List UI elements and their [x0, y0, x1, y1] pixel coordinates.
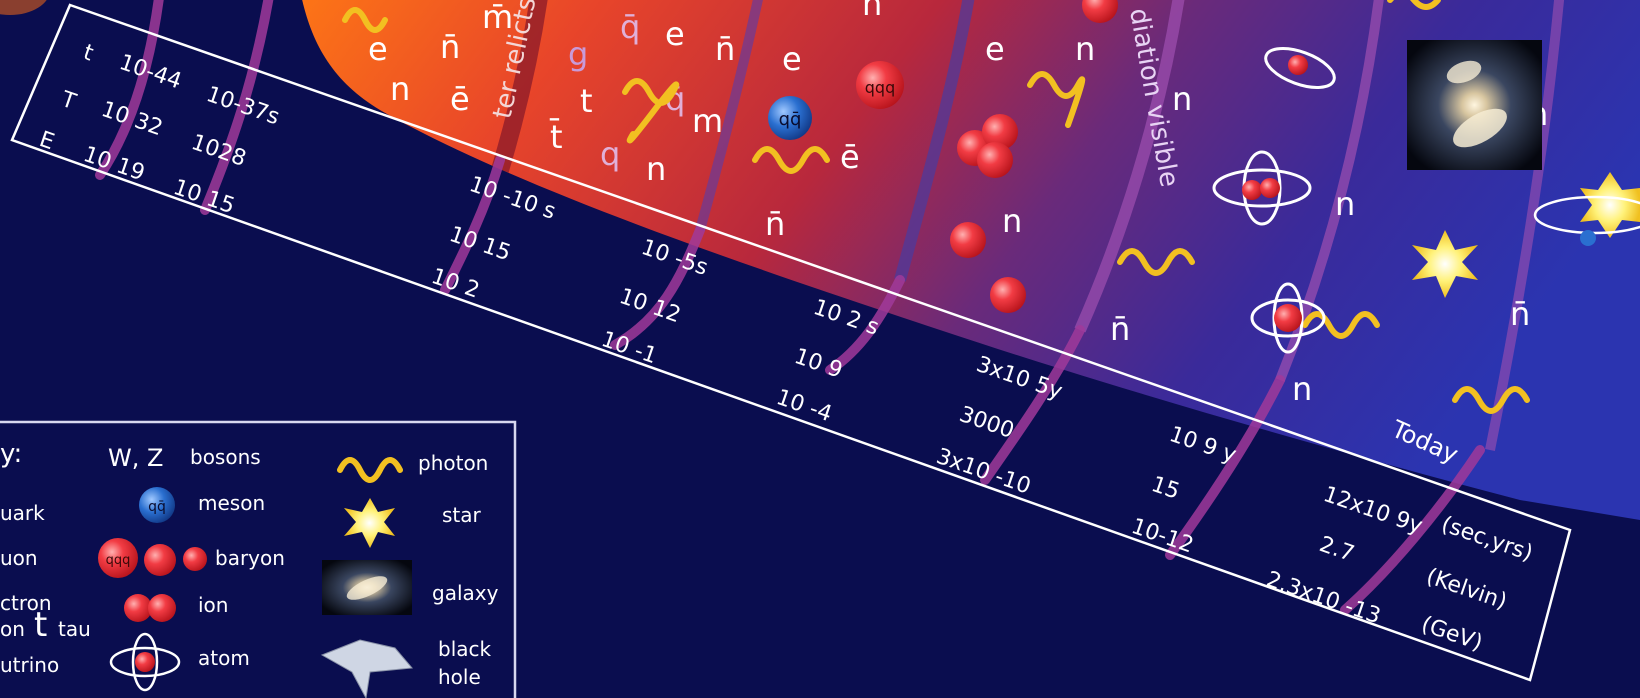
- particle-m: m: [692, 102, 723, 140]
- star-icon: [1412, 230, 1478, 298]
- particle-m-bar: m̄: [482, 0, 513, 36]
- atom-icon: [1264, 47, 1336, 89]
- meson-icon: [768, 96, 812, 140]
- legend-ion: ion: [198, 593, 228, 617]
- planet-icon: [1580, 230, 1596, 246]
- legend-muon: on: [0, 617, 25, 641]
- legend-box: [0, 420, 517, 698]
- baryon-icon: [856, 61, 904, 109]
- legend-baryon: baryon: [215, 546, 285, 570]
- particle-n-bar: n̄: [765, 205, 785, 243]
- star-icon: [1580, 172, 1640, 238]
- photon-icon: [622, 78, 680, 144]
- legend-bosons: bosons: [190, 445, 261, 469]
- photon-icon: [342, 7, 388, 33]
- epoch-band: [1074, 0, 1186, 333]
- atom-icon: [1250, 282, 1326, 354]
- particle-n: n: [390, 70, 410, 108]
- particle-n: n: [1292, 370, 1312, 408]
- particle-t: t: [580, 82, 593, 120]
- atom-icon: [1212, 150, 1312, 226]
- orbit-icon: [1533, 195, 1640, 235]
- particle-letters: e n̄ n ē m̄ g q̄ e n̄ e n t t̄ q q̄ m n …: [368, 0, 1548, 408]
- epoch-band: [1485, 0, 1565, 451]
- legend-black: black: [438, 637, 492, 661]
- photon-icon: [1117, 248, 1195, 276]
- proton-icon: [144, 544, 176, 576]
- particle-n: n: [1335, 185, 1355, 223]
- legend-baryon-glyph: qqq: [106, 553, 131, 568]
- particle-t-bar: t̄: [549, 117, 562, 156]
- legend-star: star: [442, 503, 482, 527]
- black-hole-icon: [320, 639, 414, 698]
- particle-e-bar: ē: [450, 80, 470, 118]
- photon-icon: [337, 457, 403, 483]
- particle-g: g: [568, 35, 588, 73]
- legend-gluon: uon: [0, 546, 38, 570]
- legend-meson: meson: [198, 491, 265, 515]
- proton-icon: [990, 277, 1026, 313]
- atoms: [1212, 47, 1336, 354]
- epoch-band: [695, 0, 765, 232]
- particle-n: n: [862, 0, 882, 23]
- legend-meson-glyph: qq̄: [148, 499, 166, 515]
- legend: y: uark uon ctron on t tau utrino W, Z b…: [0, 420, 517, 698]
- ion-icon: [124, 594, 152, 622]
- photon-icon: [752, 146, 830, 174]
- legend-photon: photon: [418, 451, 488, 475]
- particle-e: e: [665, 15, 685, 53]
- legend-atom: atom: [198, 646, 250, 670]
- legend-hole: hole: [438, 665, 481, 689]
- baryon-icon: [98, 538, 138, 578]
- legend-title: y:: [0, 439, 22, 469]
- particle-q-bar: q̄: [620, 8, 640, 46]
- epoch-band: [491, 0, 549, 173]
- particle-n: n: [1172, 80, 1192, 118]
- ion-icon: [148, 594, 176, 622]
- atom-icon: [109, 632, 181, 692]
- legend-wz-symbol: W, Z: [108, 444, 163, 472]
- particle-n: n: [1075, 30, 1095, 68]
- baryon-glyph: qqq: [865, 78, 895, 97]
- proton-icon: [1082, 0, 1118, 23]
- photons: [342, 0, 1530, 414]
- galaxy-image: [1407, 40, 1542, 170]
- particle-e: e: [368, 30, 388, 68]
- stars: [1412, 172, 1640, 298]
- legend-electron: ctron: [0, 591, 52, 615]
- particle-n-bar: n̄: [440, 28, 460, 66]
- hadrons: qq̄ qqq: [768, 0, 1118, 313]
- particle-n-bar: n̄: [715, 30, 735, 68]
- photon-icon: [1452, 386, 1530, 414]
- particle-n: n: [1002, 202, 1022, 240]
- particle-e: e: [782, 40, 802, 78]
- nucleus-icon: [982, 114, 1018, 150]
- legend-tau-symbol: t: [34, 605, 47, 645]
- big-bang-glow: [0, 0, 47, 15]
- legend-tau: tau: [58, 617, 91, 641]
- meson-glyph: qq̄: [779, 109, 802, 130]
- timeline-frame: [10, 3, 1572, 682]
- legend-quark: uark: [0, 501, 45, 525]
- particle-n-bar: n̄: [1510, 295, 1530, 333]
- star-icon: [344, 498, 395, 548]
- particle-q: q: [600, 135, 620, 173]
- epoch-band: [894, 0, 976, 282]
- legend-galaxy: galaxy: [432, 581, 499, 605]
- photon-icon: [1387, 0, 1441, 10]
- particle-e-bar: ē: [840, 138, 860, 176]
- photon-icon: [1302, 311, 1380, 339]
- legend-neutrino: utrino: [0, 653, 59, 677]
- nucleus-icon: [977, 142, 1013, 178]
- proton-icon: [950, 222, 986, 258]
- epoch-band: [1275, 0, 1385, 382]
- meson-icon: [139, 487, 175, 523]
- neutron-icon: [183, 547, 207, 571]
- particle-n: n: [646, 150, 666, 188]
- particle-e: e: [985, 30, 1005, 68]
- particle-n-bar: n̄: [1110, 310, 1130, 348]
- photon-icon: [1027, 71, 1086, 128]
